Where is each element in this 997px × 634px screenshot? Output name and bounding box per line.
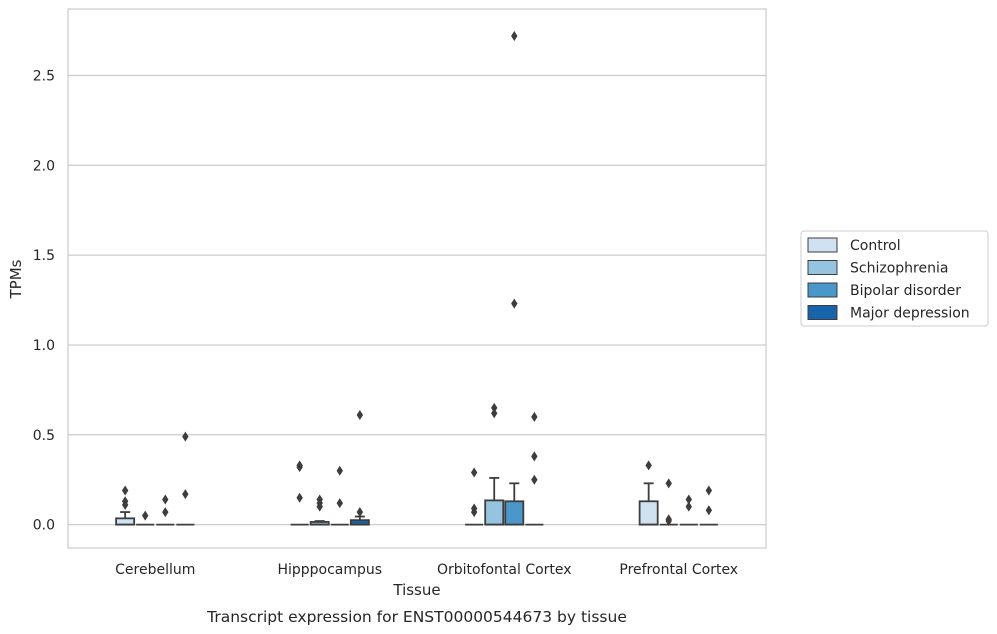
- plot-area-frame: [67, 8, 767, 549]
- outlier-point: [491, 408, 498, 419]
- box: [699, 485, 718, 526]
- outlier-point: [296, 492, 303, 503]
- legend-swatch: [807, 260, 838, 275]
- x-tick-label: Orbitofontal Cortex: [437, 562, 572, 578]
- x-tick-label: Prefrontal Cortex: [619, 562, 738, 578]
- chart-caption: Transcript expression for ENST0000054467…: [206, 608, 627, 626]
- y-tick-label: 0.5: [33, 428, 55, 444]
- outlier-point: [182, 489, 189, 500]
- legend-label: Bipolar disorder: [850, 283, 961, 299]
- box: [176, 431, 195, 526]
- box: [156, 494, 175, 526]
- box: [136, 510, 155, 526]
- box: [309, 494, 330, 526]
- legend-label: Schizophrenia: [850, 261, 948, 277]
- outlier-point: [511, 30, 518, 41]
- outlier-point: [121, 485, 129, 496]
- box-body: [504, 500, 525, 526]
- box: [115, 485, 136, 526]
- y-tick-label: 1.5: [33, 248, 55, 264]
- y-tick-label: 2.5: [33, 68, 55, 84]
- x-axis-ticks: Cerebellum Hipppocampus Orbitofontal Corte…: [115, 562, 738, 578]
- box: [484, 402, 505, 526]
- legend-frame: [800, 230, 989, 327]
- x-tick-label: Cerebellum: [115, 562, 195, 578]
- box: [290, 460, 309, 526]
- x-tick-label: Hipppocampus: [277, 562, 382, 578]
- box-body: [115, 517, 136, 526]
- outlier-point: [162, 507, 169, 518]
- outlier-point: [665, 478, 672, 489]
- outlier-point: [665, 514, 672, 525]
- legend-label: Control: [850, 238, 901, 254]
- box: [679, 494, 698, 526]
- y-axis-label: TPMs: [7, 259, 25, 299]
- box: [330, 465, 349, 526]
- box: [465, 467, 484, 526]
- outlier-point: [685, 494, 692, 505]
- series-0: [115, 460, 659, 526]
- box: [638, 460, 659, 526]
- outlier-point: [645, 460, 652, 471]
- outlier-point: [470, 467, 478, 478]
- legend-label: Major depression: [850, 306, 970, 322]
- outlier-point: [531, 474, 538, 485]
- y-tick-label: 1.0: [33, 338, 55, 354]
- box-body: [484, 499, 505, 526]
- outlier-point: [531, 411, 538, 422]
- outlier-point: [182, 431, 189, 442]
- outlier-point: [121, 496, 129, 507]
- series-1: [136, 402, 678, 527]
- outlier-point: [511, 298, 518, 309]
- x-axis-label: Tissue: [392, 581, 440, 599]
- legend-swatch: [807, 305, 838, 320]
- y-axis-ticks: 0.0 0.5 1.0 1.5 2.0 2.5: [33, 68, 55, 533]
- outlier-point: [316, 494, 323, 505]
- box-body: [638, 500, 659, 526]
- box: [504, 30, 525, 526]
- grid-lines: [68, 74, 766, 526]
- box: [525, 411, 544, 526]
- outlier-point: [705, 485, 713, 496]
- series-2: [156, 30, 698, 526]
- outlier-point: [705, 505, 713, 516]
- outlier-point: [356, 410, 364, 421]
- box: [349, 410, 370, 526]
- outlier-point: [336, 465, 343, 476]
- outlier-point: [142, 510, 149, 521]
- outlier-point: [296, 460, 303, 471]
- outlier-point: [470, 503, 478, 514]
- outlier-point: [531, 451, 538, 462]
- outlier-point: [491, 402, 498, 413]
- legend-swatch: [807, 282, 838, 298]
- box-series: [115, 30, 718, 527]
- outlier-point: [336, 498, 343, 509]
- series-3: [176, 410, 718, 526]
- box: [659, 478, 678, 527]
- y-tick-label: 2.0: [33, 158, 55, 174]
- legend: Control Schizophrenia Bipolar disorder Majo…: [800, 230, 989, 327]
- legend-swatch: [807, 237, 838, 253]
- outlier-point: [356, 507, 364, 518]
- y-tick-label: 0.0: [33, 518, 55, 534]
- outlier-point: [162, 494, 169, 505]
- outlier-point: [685, 501, 692, 512]
